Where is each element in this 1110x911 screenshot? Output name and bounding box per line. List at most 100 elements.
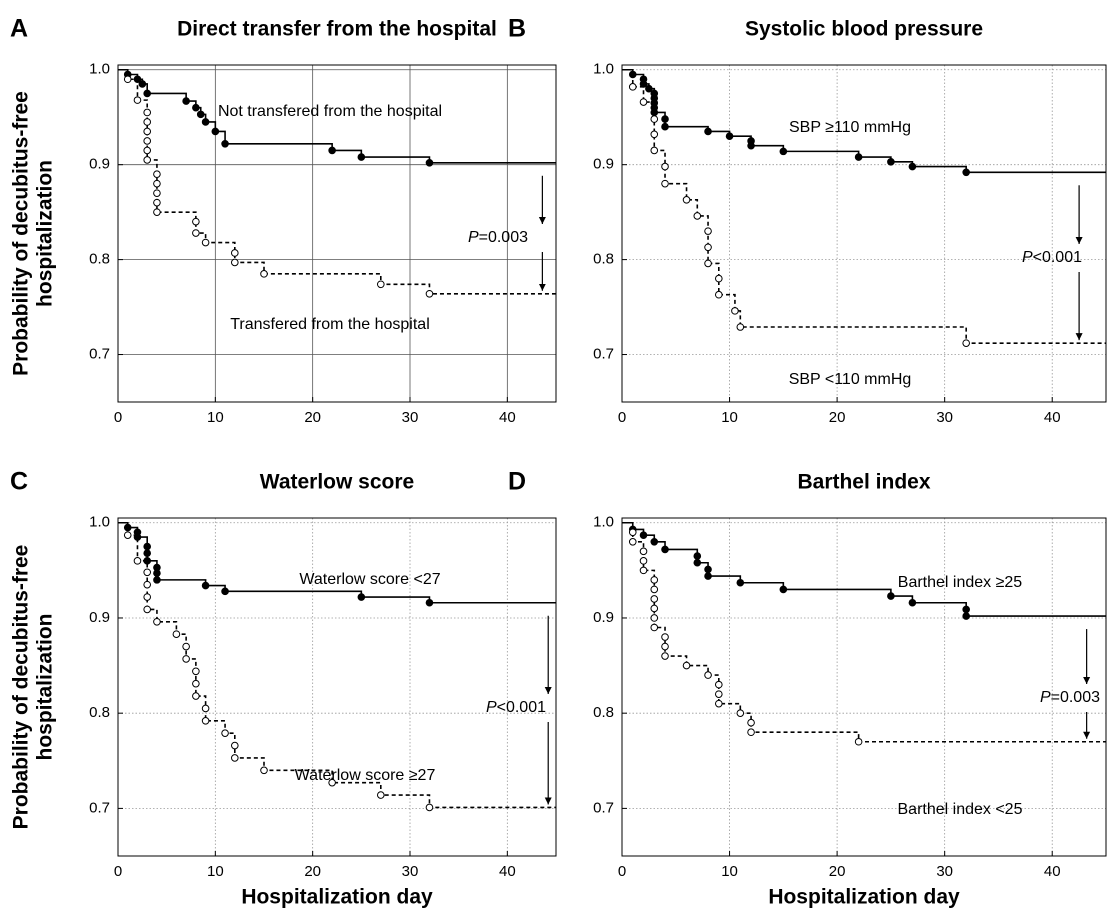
- event-marker: [143, 137, 151, 145]
- event-marker: [201, 581, 210, 590]
- event-marker: [153, 189, 161, 197]
- x-tick-label: 30: [936, 409, 953, 426]
- x-tick-label: 10: [721, 863, 738, 880]
- y-axis-label: Probability of decubitus-free: [10, 91, 33, 376]
- survival-curve: [622, 521, 1106, 617]
- event-marker: [192, 679, 200, 688]
- y-axis-label: hospitalization: [34, 160, 57, 307]
- x-tick-label: 20: [829, 863, 846, 880]
- event-marker: [715, 699, 723, 708]
- event-marker: [693, 212, 702, 220]
- plot-frame: [621, 64, 1107, 403]
- event-marker: [153, 617, 161, 626]
- event-marker: [887, 592, 895, 600]
- x-tick-label: 0: [618, 863, 626, 880]
- event-marker: [425, 598, 434, 607]
- event-marker: [123, 531, 132, 539]
- event-marker: [172, 630, 181, 638]
- event-marker: [682, 196, 691, 204]
- y-tick-label: 1.0: [89, 61, 110, 78]
- event-marker: [704, 259, 712, 268]
- event-marker: [153, 569, 161, 578]
- x-tick-label: 30: [402, 863, 419, 880]
- event-marker: [192, 692, 200, 700]
- event-marker: [425, 803, 434, 812]
- event-marker: [377, 280, 385, 289]
- event-marker: [357, 593, 366, 601]
- event-marker: [704, 565, 712, 574]
- event-marker: [133, 96, 142, 104]
- event-marker: [182, 97, 190, 105]
- y-tick-label: 0.9: [593, 609, 614, 626]
- event-marker: [661, 122, 669, 131]
- event-marker: [908, 598, 917, 607]
- event-marker: [731, 307, 739, 315]
- y-tick-label: 0.8: [89, 704, 110, 721]
- y-tick-label: 0.7: [593, 346, 614, 363]
- survival-curve: [118, 521, 556, 604]
- panel-title: Direct transfer from the hospital: [177, 18, 497, 41]
- x-tick-label: 30: [402, 409, 419, 426]
- event-marker: [908, 162, 917, 171]
- event-marker: [639, 531, 648, 539]
- event-marker: [650, 146, 659, 155]
- event-marker: [650, 538, 659, 546]
- y-axis-label: hospitalization: [34, 614, 57, 761]
- plot-frame: [117, 517, 557, 857]
- event-marker: [143, 593, 151, 601]
- event-marker: [328, 778, 336, 787]
- event-marker: [715, 274, 723, 283]
- event-marker: [143, 89, 151, 98]
- event-marker: [715, 680, 723, 689]
- curve-label: Transfered from the hospital: [230, 316, 430, 333]
- x-tick-label: 30: [936, 863, 953, 880]
- event-marker: [650, 614, 659, 622]
- event-marker: [221, 139, 229, 148]
- x-tick-label: 0: [114, 409, 122, 426]
- event-marker: [221, 587, 229, 596]
- event-marker: [736, 323, 745, 331]
- event-marker: [639, 566, 648, 575]
- y-tick-label: 0.7: [89, 346, 110, 363]
- survival-curve: [118, 521, 556, 809]
- panel-letter: B: [508, 15, 526, 43]
- event-marker: [736, 578, 745, 587]
- y-tick-label: 0.9: [89, 609, 110, 626]
- x-tick-label: 40: [1044, 863, 1061, 880]
- p-value: P=0.003: [468, 229, 528, 246]
- event-marker: [192, 667, 200, 676]
- event-marker: [143, 542, 151, 551]
- p-value: P=0.003: [1040, 689, 1100, 706]
- event-marker: [747, 718, 755, 727]
- event-marker: [143, 580, 151, 589]
- curve-label: SBP <110 mmHg: [789, 371, 912, 388]
- x-tick-label: 0: [618, 409, 626, 426]
- y-tick-label: 0.7: [89, 799, 110, 816]
- event-marker: [628, 528, 637, 537]
- x-tick-label: 40: [499, 863, 516, 880]
- event-marker: [682, 661, 691, 670]
- event-marker: [650, 130, 659, 139]
- event-marker: [779, 585, 788, 594]
- x-tick-label: 40: [1044, 409, 1061, 426]
- panel-title: Waterlow score: [260, 471, 414, 494]
- event-marker: [143, 146, 151, 155]
- y-tick-label: 0.9: [89, 156, 110, 173]
- event-marker: [661, 115, 669, 123]
- event-marker: [201, 704, 210, 713]
- p-value: P<0.001: [1022, 249, 1082, 266]
- event-marker: [143, 108, 151, 117]
- x-tick-label: 10: [721, 409, 738, 426]
- event-marker: [962, 168, 970, 177]
- event-marker: [196, 110, 205, 119]
- event-marker: [704, 127, 712, 136]
- event-marker: [143, 156, 151, 164]
- plot-frame: [621, 517, 1107, 857]
- event-marker: [650, 585, 659, 594]
- panel-title: Systolic blood pressure: [745, 18, 983, 41]
- event-marker: [231, 741, 239, 750]
- event-marker: [260, 270, 268, 278]
- p-value: P<0.001: [486, 699, 546, 716]
- x-tick-label: 20: [304, 409, 321, 426]
- event-marker: [153, 179, 161, 188]
